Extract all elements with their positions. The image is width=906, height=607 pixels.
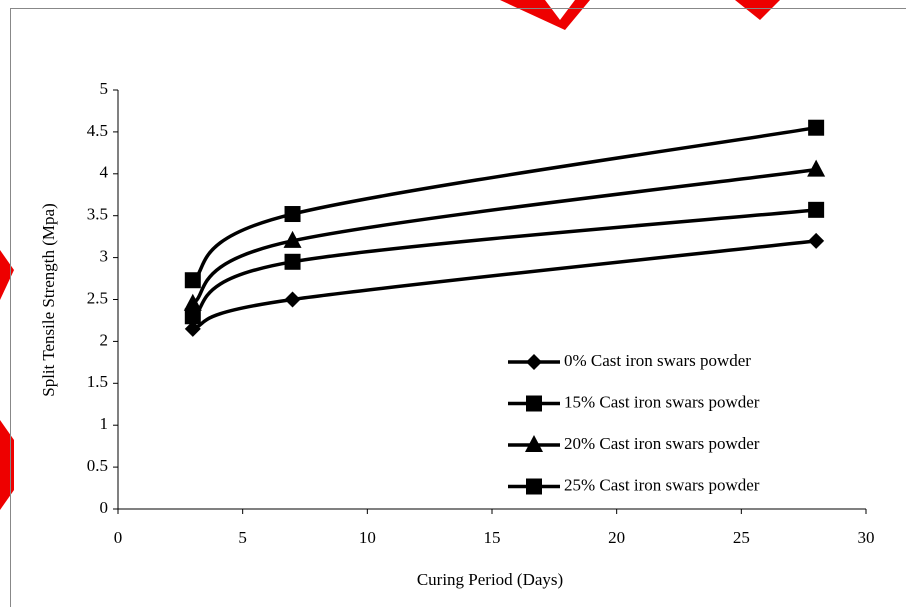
legend-label: 25% Cast iron swars powder (564, 475, 760, 494)
background (0, 0, 906, 607)
chart: Curing Period (Days) Split Tensile Stren… (0, 0, 906, 607)
y-tick-label: 1.5 (87, 372, 108, 391)
y-tick-label: 2 (100, 330, 109, 349)
y-tick-label: 5 (100, 79, 109, 98)
y-tick-label: 2.5 (87, 288, 108, 307)
legend-label: 20% Cast iron swars powder (564, 434, 760, 453)
x-tick-label: 0 (114, 528, 123, 547)
y-tick-label: 0 (100, 498, 109, 517)
legend-label: 0% Cast iron swars powder (564, 351, 751, 370)
marker (285, 254, 301, 270)
y-tick-label: 1 (100, 414, 109, 433)
x-tick-label: 25 (733, 528, 750, 547)
marker (285, 206, 301, 222)
x-axis-title: Curing Period (Days) (417, 570, 563, 589)
y-axis-title: Split Tensile Strength (Mpa) (39, 203, 58, 397)
x-tick-label: 5 (238, 528, 247, 547)
marker (185, 272, 201, 288)
legend-label: 15% Cast iron swars powder (564, 392, 760, 411)
y-tick-label: 3 (100, 247, 109, 266)
x-tick-label: 10 (359, 528, 376, 547)
y-tick-label: 3.5 (87, 205, 108, 224)
x-tick-label: 15 (484, 528, 501, 547)
y-tick-label: 4 (100, 163, 109, 182)
marker (526, 479, 542, 495)
marker (808, 120, 824, 136)
x-tick-label: 20 (608, 528, 625, 547)
y-tick-label: 0.5 (87, 456, 108, 475)
marker (808, 202, 824, 218)
x-tick-label: 30 (858, 528, 875, 547)
marker (526, 396, 542, 412)
y-tick-label: 4.5 (87, 121, 108, 140)
